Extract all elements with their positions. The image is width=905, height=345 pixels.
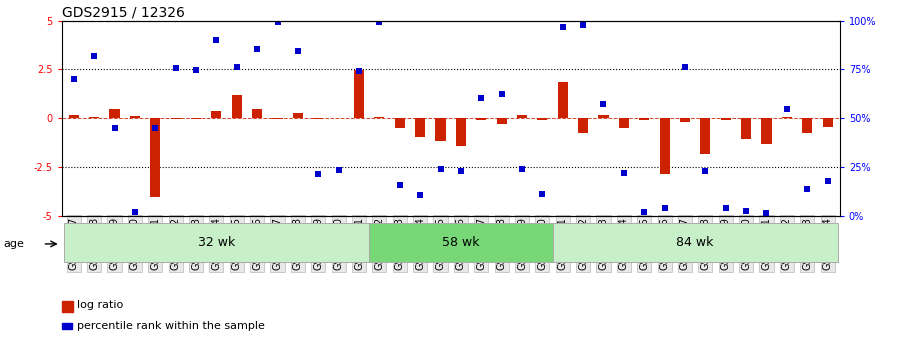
Bar [150,118,160,197]
Bar [456,118,466,146]
Bar [191,118,201,119]
Bar [720,118,731,120]
Point [576,22,590,27]
Point [372,19,386,24]
Point [168,66,183,71]
Bar [272,118,282,119]
Point [779,106,794,111]
Point [250,46,264,52]
Bar [741,118,751,139]
Point [556,24,570,29]
Point [413,193,427,198]
Point [800,187,814,192]
Point [433,166,448,171]
Bar [476,118,486,120]
Point [128,209,142,215]
Bar [129,116,140,118]
Point [209,38,224,43]
Bar [598,115,608,118]
Bar [211,111,222,118]
Point [393,183,407,188]
Bar [823,118,833,127]
Point [698,168,712,174]
Bar [538,118,548,120]
Bar [680,118,691,122]
Bar [63,223,369,262]
Text: age: age [4,239,24,249]
Point [453,168,468,174]
Bar [252,109,262,118]
Bar [435,118,445,140]
Point [230,64,244,69]
Point [87,53,101,59]
Text: 32 wk: 32 wk [198,236,235,249]
Bar [578,118,588,133]
Bar [395,118,405,128]
Bar [553,223,838,262]
Point [596,101,611,106]
Point [311,171,326,177]
Point [148,125,163,131]
Text: 84 wk: 84 wk [677,236,714,249]
Point [637,209,652,215]
Bar [89,117,100,118]
Bar [700,118,710,154]
Bar [761,118,772,145]
Bar [802,118,813,133]
Point [67,77,81,82]
Bar [782,117,792,118]
Point [494,91,509,97]
Point [719,205,733,210]
Text: 58 wk: 58 wk [443,236,480,249]
Bar [497,118,507,124]
Bar [110,109,119,118]
Bar [293,113,303,118]
Bar [660,118,670,174]
Bar [69,115,79,118]
Bar [232,95,242,118]
Text: percentile rank within the sample: percentile rank within the sample [77,321,265,331]
Point [657,205,672,210]
Point [474,95,489,100]
Bar [557,82,567,118]
Bar [170,118,181,119]
Bar [639,118,650,120]
Point [271,19,285,24]
Bar [619,118,629,128]
Point [352,69,367,74]
Bar [375,117,385,118]
Point [189,68,204,73]
Point [331,167,346,172]
Point [616,170,631,176]
Point [678,64,692,69]
Point [108,125,122,131]
Bar [369,223,553,262]
Point [738,208,753,214]
Point [291,48,305,54]
Point [535,191,549,197]
Bar [517,115,527,118]
Bar [354,70,364,118]
Bar [415,118,425,137]
Point [759,210,774,216]
Text: log ratio: log ratio [77,300,123,310]
Point [820,178,834,183]
Text: GDS2915 / 12326: GDS2915 / 12326 [62,6,185,20]
Point [515,166,529,171]
Bar [313,118,323,119]
